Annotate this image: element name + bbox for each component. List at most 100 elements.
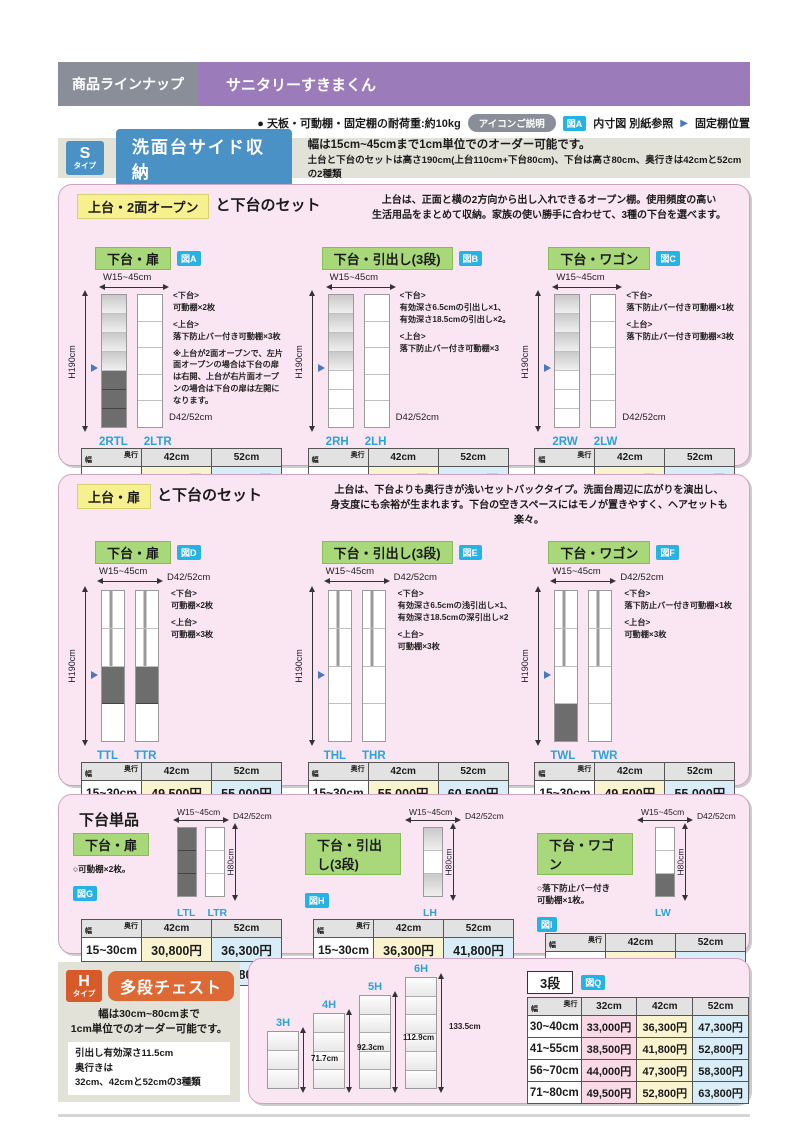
product-title: 下台・扉	[95, 247, 172, 270]
product-title: 下台・引出し(3段)	[321, 541, 453, 564]
product-notes: <下台> 落下防止バー付き可動棚×1枚 <上台> 可動棚×3枚	[624, 588, 740, 641]
chest-height-label: 92.3cm	[357, 1043, 385, 1053]
height-arrow	[85, 294, 86, 428]
table-corner: 幅奥行	[527, 997, 582, 1016]
triangle-marker-icon: ▶	[680, 117, 688, 129]
chest-price-table: 幅奥行 32cm 42cm 52cm 30~40cm 33,000円 36,30…	[527, 997, 749, 1104]
table-row: 41~55cm 38,500円 41,800円 52,800円	[527, 1037, 749, 1060]
product-card-twl: 下台・ワゴン 図F W15~45cm D42/52cm H190cm	[520, 541, 740, 829]
note-line: 可動棚×3枚	[397, 641, 440, 651]
model-names: LTL LTR	[177, 907, 227, 919]
s-type-strip: S タイプ 洗面台サイド収納 幅は15cm~45cmまで1cm単位でのオーダー可…	[58, 129, 750, 187]
figure-badge-icon: 図C	[656, 251, 680, 266]
model-name: LW	[655, 907, 671, 919]
height-arrow	[685, 827, 686, 897]
height-label: H190cm	[293, 649, 304, 683]
cabinet-diagram: W15~45cm D42/52cm H80cm LTL	[169, 807, 289, 919]
cabinet-right	[135, 590, 159, 742]
table-corner: 幅奥行	[81, 448, 142, 467]
note-line: 落下防止バー付き可動棚×1枚	[624, 600, 732, 610]
chest-drawing	[405, 977, 437, 1089]
width-arrow	[556, 287, 619, 288]
model-names: LH	[423, 907, 437, 919]
table-row: 71~80cm 49,500円 52,800円 63,800円	[527, 1081, 749, 1104]
section2-desc-line2: 身支度にも余裕が生まれます。下台の空きスペースにはモノが置きやすく、ヘアセットも…	[330, 500, 728, 526]
model-names: LW	[655, 907, 671, 919]
chest-label: 3H	[275, 1017, 291, 1029]
width-label: W15~45cm	[641, 807, 685, 817]
model-names: 2RTL 2LTR	[99, 436, 172, 448]
col-header: 42cm	[594, 448, 666, 467]
table-corner: 幅奥行	[534, 762, 596, 781]
note-line: 落下防止バー付き可動棚×3	[399, 343, 500, 353]
figure-badge-icon: 図A	[177, 251, 201, 266]
fixed-shelf-marker-icon	[91, 364, 102, 372]
cabinet-left	[554, 294, 581, 428]
model-name: TWR	[591, 750, 618, 762]
product-notes: <下台> 有効深さ6.5cmの引出し×1、有効深さ18.5cmの引出し×2。 <…	[400, 290, 514, 354]
depth-label: D42/52cm	[622, 412, 666, 423]
model-name: 2RH	[325, 436, 349, 448]
note-line: <上台>	[624, 617, 651, 627]
type-word: タイプ	[73, 161, 97, 171]
cabinet-right	[137, 294, 163, 428]
chest-diagrams: 3H 71.7cm 4H 92.3cm	[267, 963, 481, 1089]
height-arrow	[538, 294, 540, 428]
fixed-shelf-marker-icon	[91, 671, 102, 679]
model-name: TTL	[97, 750, 119, 762]
section1-desc-line1: 上台は、正面と横の2方向から出し入れできるオープン棚。使用頻度の高い	[381, 195, 717, 206]
h-section-desc: 幅は30cm~80cmまで 1cm単位でのオーダー可能です。	[58, 1007, 240, 1036]
chest-height-label: 112.9cm	[403, 1032, 435, 1042]
table-corner: 幅奥行	[534, 448, 596, 467]
height-arrow	[235, 827, 236, 897]
s-section-desc: 幅は15cm~45cmまで1cm単位でのオーダー可能です。 土台と下台のセットは…	[308, 136, 750, 180]
model-name: 2LH	[364, 436, 387, 448]
h-spec-line3: 32cm、42cmと52cmの3種類	[75, 1076, 201, 1088]
chest-label: 4H	[321, 999, 337, 1011]
s-desc-line1: 幅は15cm~45cmまで1cm単位でのオーダー可能です。	[307, 139, 591, 151]
model-name: 2LTR	[143, 436, 172, 448]
col-header: 52cm	[675, 932, 746, 952]
table-row: 56~70cm 44,000円 47,300円 58,300円	[527, 1059, 749, 1082]
table-corner: 幅奥行	[81, 762, 142, 781]
figure-badge-icon: 図F	[656, 545, 679, 560]
width-arrow	[409, 820, 457, 821]
col-header: 42cm	[367, 762, 439, 781]
cabinet-left	[177, 827, 197, 897]
width-arrow	[177, 820, 225, 821]
product-title: 下台・扉	[73, 833, 150, 856]
table-corner: 幅奥行	[545, 932, 606, 952]
note-line: <上台>	[399, 331, 426, 341]
fixed-shelf-marker-icon	[544, 364, 555, 372]
section2-desc-line1: 上台は、下台よりも奥行きが浅いセットバックタイプ。洗面台周辺に広がりを演出し、	[334, 485, 724, 496]
depth-label: D42/52cm	[620, 572, 664, 583]
cabinet-left	[327, 590, 352, 742]
width-label: W15~45cm	[325, 566, 374, 577]
fixed-shelf-marker-icon	[317, 671, 329, 679]
cabinet-diagram: W15~45cm H190cm D42/52cm <下台>	[520, 272, 737, 448]
section2-header: 上台・扉 と下台のセット	[59, 475, 749, 509]
note-line: <下台>	[626, 291, 653, 300]
height-arrow	[85, 590, 86, 742]
fixed-shelf-marker-icon	[544, 671, 555, 679]
product-title: 下台・ワゴン	[548, 247, 651, 270]
model-name: LTR	[207, 907, 228, 919]
figure-badge-icon: 図D	[177, 545, 201, 560]
note-line: 可動棚×2枚	[173, 302, 216, 312]
chest-3h: 3H 71.7cm	[267, 1017, 338, 1089]
note-line: <下台>	[624, 589, 651, 598]
product-title: 下台・引出し(3段)	[321, 247, 453, 270]
cabinet-right	[590, 294, 617, 428]
col-header: 52cm	[211, 919, 282, 938]
col-header: 42cm	[367, 448, 439, 467]
h-spec-box: 引出し有効深さ11.5cm 奥行きは 32cm、42cmと52cmの3種類	[68, 1042, 230, 1096]
fixed-shelf-marker-icon	[317, 364, 329, 372]
product-note: ○可動棚×2枚。	[73, 864, 131, 874]
star-note: ※上台が2面オープンで、左片面オープンの場合は下台の扉は右開、上台が右片面オープ…	[173, 348, 283, 406]
table-corner: 幅奥行	[313, 919, 374, 938]
model-name: 2LW	[593, 436, 618, 448]
width-arrow	[101, 581, 159, 582]
height-label: H190cm	[520, 345, 531, 379]
table-row: 30~40cm 33,000円 36,300円 47,300円	[527, 1015, 749, 1038]
